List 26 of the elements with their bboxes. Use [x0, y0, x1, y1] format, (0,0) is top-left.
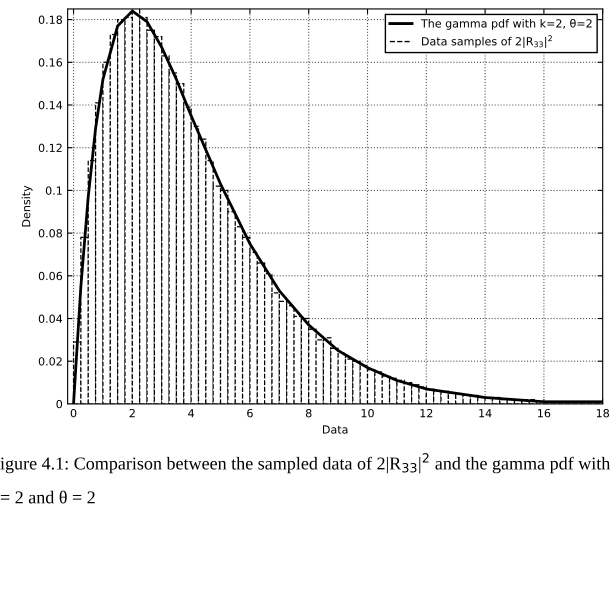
- y-tick-label: 0.18: [38, 16, 62, 24]
- x-axis-title: Data: [323, 425, 348, 434]
- y-tick-label: 0: [56, 400, 62, 408]
- x-tick-label: 2: [130, 408, 135, 418]
- text: igure 4.1: Comparison between the sampled data of 2|R$_{33}$|$^{2}$ and the gamma pdf with: [0, 453, 610, 474]
- x-tick-label: 10: [362, 408, 374, 418]
- x-tick-label: 12: [420, 408, 432, 418]
- x-tick-label: 8: [306, 408, 312, 418]
- x-tick-label: 14: [479, 409, 492, 418]
- y-tick-label: 0.04: [38, 314, 62, 323]
- y-tick-label: 0.14: [38, 100, 62, 110]
- legend-label: The gamma pdf with k=2, θ=2: [420, 18, 592, 30]
- text: = 2 and θ = 2: [0, 490, 95, 504]
- legend-label: Data samples of 2|R$_{33}$|$^{2}$: [422, 35, 552, 48]
- y-tick-label: 0.06: [38, 272, 62, 280]
- y-tick-label: 0.08: [38, 229, 62, 238]
- y-tick-label: 0.1: [46, 186, 62, 195]
- x-tick-label: 4: [188, 409, 194, 418]
- y-tick-label: 0.12: [38, 144, 62, 152]
- y-tick-label: 0.02: [38, 357, 62, 366]
- x-tick-label: 6: [247, 408, 253, 418]
- x-tick-label: 18: [596, 408, 610, 418]
- y-tick-label: 0.16: [38, 58, 62, 67]
- x-tick-label: 0: [70, 408, 76, 418]
- x-tick-label: 16: [538, 408, 550, 418]
- y-axis-title: Density: [22, 186, 32, 226]
